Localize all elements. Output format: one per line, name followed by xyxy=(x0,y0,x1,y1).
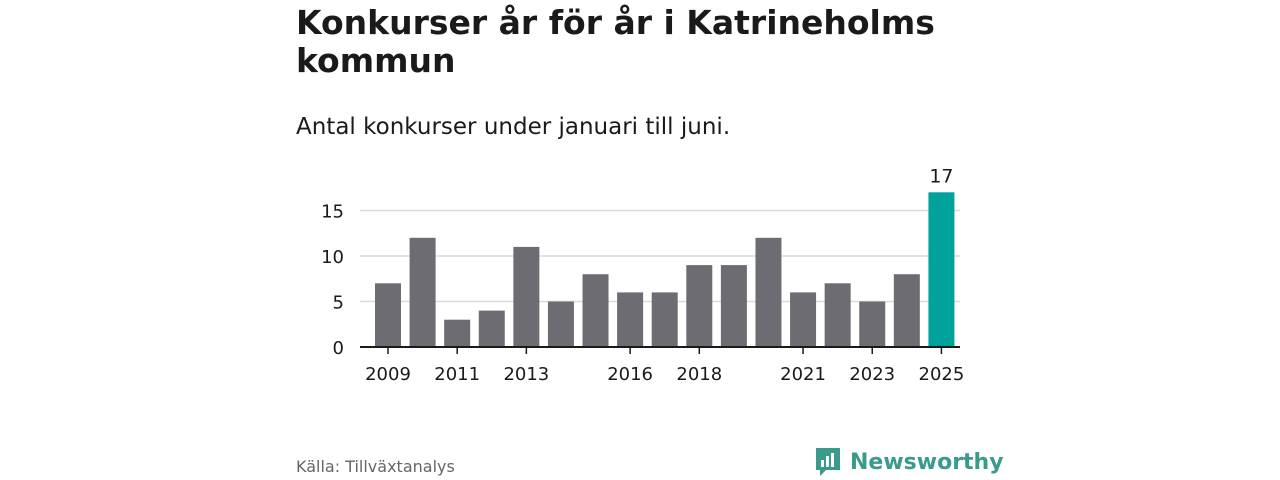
x-tick-label-2018: 2018 xyxy=(676,364,722,385)
bar-2021 xyxy=(790,292,817,347)
chart-title: Konkurser år för år i Katrineholms kommu… xyxy=(296,3,935,80)
x-tick-label-2023: 2023 xyxy=(849,364,895,385)
bar-2014 xyxy=(547,301,574,347)
bar-2017 xyxy=(651,292,678,347)
y-tick-label-0: 0 xyxy=(333,338,344,359)
brand-logo: Newsworthy xyxy=(814,446,1004,478)
bar-2013 xyxy=(513,246,540,347)
x-tick-label-2009: 2009 xyxy=(365,364,411,385)
y-tick-label-10: 10 xyxy=(321,247,344,268)
x-tick-label-2021: 2021 xyxy=(780,364,826,385)
bar-chart-logo-icon xyxy=(816,448,840,476)
bar-2009 xyxy=(375,283,401,347)
bar-2019 xyxy=(720,265,747,347)
brand-name: Newsworthy xyxy=(850,449,1004,475)
bar-chart: 0 5 10 15 2009 2011 2013 2016 2018 2021 2023 2025 17 xyxy=(321,165,965,385)
bar-2023 xyxy=(859,301,886,347)
source-note: Källa: Tillväxtanalys xyxy=(296,457,455,476)
bar-2012 xyxy=(478,310,505,347)
bar-2022 xyxy=(824,283,851,347)
chart-subtitle: Antal konkurser under januari till juni. xyxy=(296,114,731,140)
bar-2024 xyxy=(893,274,920,347)
data-label-2025: 17 xyxy=(929,165,953,187)
bar-2011 xyxy=(444,319,471,347)
bar-2018 xyxy=(686,265,713,347)
y-tick-label-15: 15 xyxy=(321,202,344,223)
x-tick-label-2013: 2013 xyxy=(503,364,549,385)
bar-2010 xyxy=(409,237,436,347)
bar-2015 xyxy=(582,274,609,347)
x-tick-label-2016: 2016 xyxy=(607,364,653,385)
y-tick-label-5: 5 xyxy=(333,293,344,314)
bar-2025 xyxy=(928,192,955,347)
x-tick-label-2025: 2025 xyxy=(919,364,965,385)
x-tick-label-2011: 2011 xyxy=(434,364,480,385)
bar-2020 xyxy=(755,237,782,347)
bar-2016 xyxy=(617,292,644,347)
